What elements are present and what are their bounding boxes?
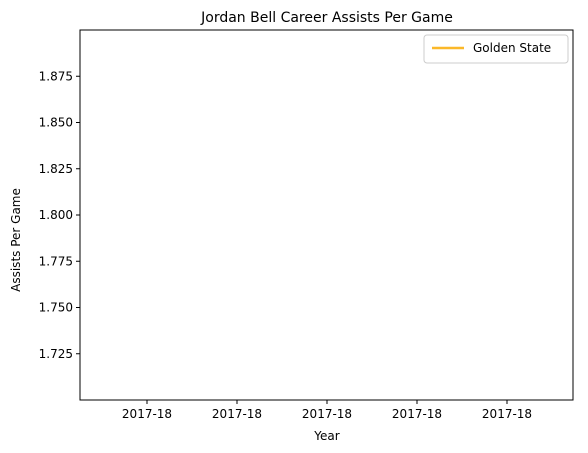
- y-tick-label: 1.725: [39, 347, 73, 361]
- x-axis-label: Year: [313, 429, 339, 443]
- x-tick-label: 2017-18: [212, 407, 262, 421]
- x-tick-label: 2017-18: [392, 407, 442, 421]
- y-tick-label: 1.800: [39, 208, 73, 222]
- y-tick-label: 1.875: [39, 69, 73, 83]
- y-tick-label: 1.750: [39, 301, 73, 315]
- x-tick-label: 2017-18: [302, 407, 352, 421]
- y-axis-label: Assists Per Game: [9, 188, 23, 292]
- x-tick-label: 2017-18: [122, 407, 172, 421]
- legend-label-golden-state: Golden State: [473, 41, 551, 55]
- x-tick-label: 2017-18: [482, 407, 532, 421]
- y-tick-label: 1.850: [39, 116, 73, 130]
- legend: Golden State: [424, 35, 568, 63]
- y-tick-label: 1.825: [39, 162, 73, 176]
- chart-title: Jordan Bell Career Assists Per Game: [200, 10, 453, 26]
- y-tick-label: 1.775: [39, 254, 73, 268]
